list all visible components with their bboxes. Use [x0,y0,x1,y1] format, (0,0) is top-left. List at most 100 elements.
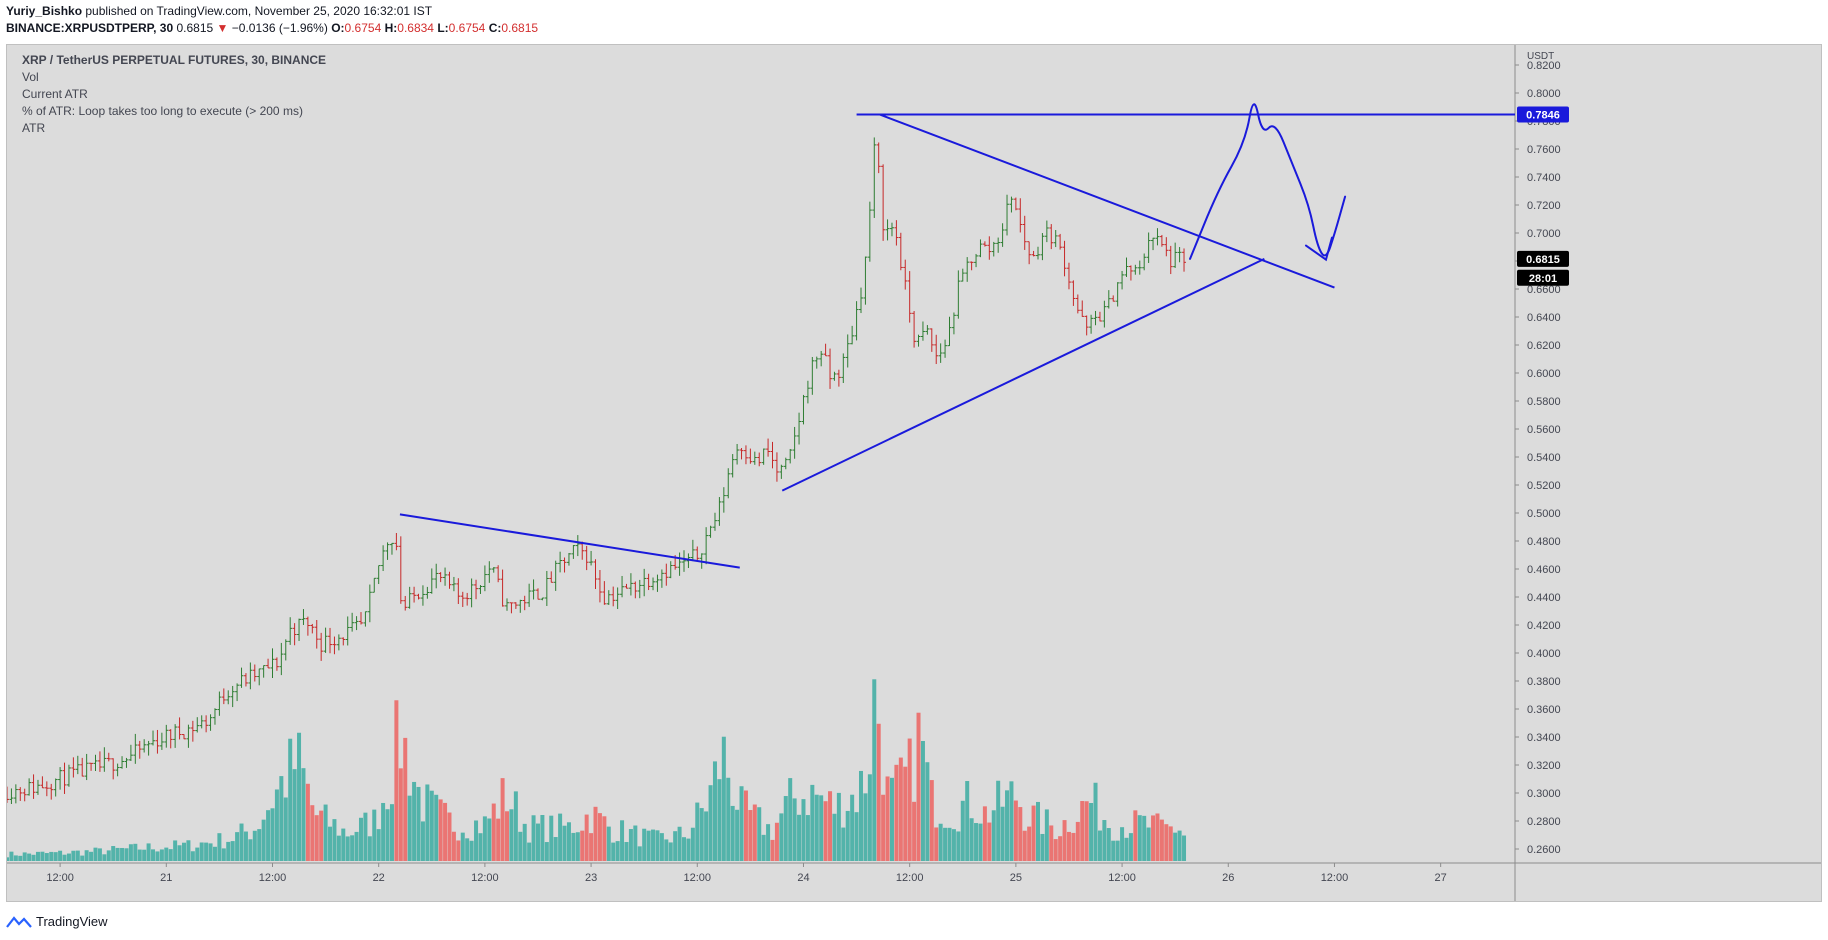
volume-bar [221,848,226,861]
volume-bar [500,778,505,861]
price-label-box [1517,250,1569,267]
legend-current-atr[interactable]: Current ATR [22,87,88,101]
volume-bar [1084,801,1089,861]
volume-bar [345,836,350,861]
low-label: L: [437,21,449,35]
legend-title[interactable]: XRP / TetherUS PERPETUAL FUTURES, 30, BI… [22,53,327,67]
author-name[interactable]: Yuriy_Bishko [6,4,83,18]
plot-background[interactable] [7,45,1515,863]
projection-arrow-path[interactable] [1189,103,1347,260]
volume-bar [1027,826,1032,861]
legend-atr[interactable]: ATR [22,121,46,135]
volume-bar [898,757,903,861]
volume-bar [319,810,324,861]
volume-bar [1005,790,1010,861]
volume-bar [779,813,784,861]
volume-bar [735,809,740,861]
volume-bar [620,820,625,861]
price-chart[interactable]: 0.82000.80000.78000.76000.74000.72000.70… [7,45,1821,901]
volume-bar [226,841,231,861]
y-tick-label: 0.6200 [1527,340,1561,352]
volume-bar [943,827,948,861]
volume-bar [774,822,779,861]
volume-bar [248,839,253,861]
volume-bar [1013,800,1018,861]
down-arrow-icon: ▼ [216,21,229,35]
volume-bar [208,843,213,861]
y-tick-label: 0.5800 [1527,396,1561,408]
volume-bar [575,832,580,861]
volume-bar [505,811,510,861]
x-tick-label: 12:00 [259,872,287,884]
volume-bar [1124,837,1129,861]
volume-bar [31,854,36,861]
x-tick-label: 22 [373,872,385,884]
volume-bar [673,831,678,861]
volume-bar [934,827,939,861]
volume-bar [124,848,129,861]
symbol[interactable]: BINANCE:XRPUSDTPERP, 30 [6,21,174,35]
volume-bar [376,829,381,861]
volume-bar [850,794,855,861]
volume-bar [668,842,673,861]
volume-bar [443,802,448,861]
time-axis-background[interactable] [7,863,1515,901]
volume-bar [606,826,611,861]
volume-bar [385,809,390,861]
volume-bar [881,794,886,861]
open-value: 0.6754 [344,21,382,35]
y-tick-label: 0.5200 [1527,480,1561,492]
volume-bar [730,805,735,861]
volume-bar [584,814,589,861]
volume-bar [133,843,138,861]
volume-bar [62,854,67,861]
volume-bar [513,791,518,861]
volume-bar [354,831,359,861]
publish-info: published on TradingView.com, November 2… [85,4,433,18]
volume-bar [9,851,14,861]
volume-bar [305,783,310,861]
y-tick-label: 0.3200 [1527,760,1561,772]
legend-pct-atr[interactable]: % of ATR: Loop takes too long to execute… [22,104,303,118]
volume-bar [1106,828,1111,861]
volume-bar [982,806,987,861]
volume-bar [956,831,961,861]
volume-bar [509,809,514,861]
y-tick-label: 0.7000 [1527,228,1561,240]
volume-bar [602,816,607,861]
volume-bar [89,851,94,861]
volume-bar [1089,803,1094,861]
volume-bar [814,794,819,861]
volume-bar [274,789,279,861]
volume-bar [1031,805,1036,861]
volume-bar [252,830,257,861]
volume-bar [1168,826,1173,861]
y-tick-label: 0.4000 [1527,648,1561,660]
volume-bar [664,839,669,861]
volume-bar [549,815,554,861]
volume-bar [677,826,682,861]
volume-bar [367,836,372,861]
open-label: O: [331,21,345,35]
volume-bar [704,811,709,861]
trendline-descending-trendline[interactable] [879,113,1335,289]
volume-bar [1137,815,1142,861]
volume-bar [553,837,558,861]
trendline-resistance[interactable] [399,513,740,569]
chart-frame[interactable]: 0.82000.80000.78000.76000.74000.72000.70… [6,44,1822,902]
volume-bar [478,833,483,861]
volume-bar [797,814,802,861]
volume-bar [1097,830,1102,861]
volume-bar [332,819,337,861]
trendline-ascending-trendline[interactable] [781,257,1265,492]
price-axis-background[interactable] [1515,45,1821,901]
volume-bar [854,812,859,861]
legend-vol[interactable]: Vol [22,70,39,84]
volume-bar [1058,836,1063,861]
high-value: 0.6834 [397,21,434,35]
volume-bar [487,818,492,861]
volume-bar [75,850,80,861]
volume-bar [40,851,45,861]
footer-brand[interactable]: TradingView [36,914,108,929]
volume-bar [212,846,217,861]
